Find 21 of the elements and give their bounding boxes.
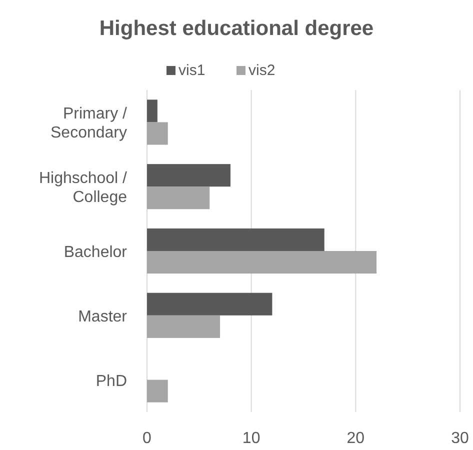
y-tick-label: Bachelor <box>64 244 128 261</box>
bar <box>147 164 230 187</box>
bar <box>147 315 220 338</box>
bar <box>147 292 272 316</box>
bar <box>147 100 158 122</box>
legend-label: vis2 <box>248 62 276 79</box>
x-tick-label: 30 <box>451 430 469 447</box>
y-tick-label: Master <box>78 308 128 326</box>
bar <box>147 122 168 145</box>
bar <box>147 251 377 274</box>
y-tick-label: Highschool / College <box>38 170 128 206</box>
y-tick-label: Primary / Secondary <box>50 106 128 142</box>
legend-label: vis1 <box>178 62 206 79</box>
bar <box>147 380 168 402</box>
y-tick-label: PhD <box>96 372 127 390</box>
bar <box>147 186 210 210</box>
bar <box>147 228 324 251</box>
chart-title: Highest educational degree <box>99 17 374 40</box>
x-tick-label: 10 <box>242 430 260 447</box>
x-tick-label: 20 <box>346 430 365 447</box>
x-tick-label: 0 <box>142 430 152 447</box>
